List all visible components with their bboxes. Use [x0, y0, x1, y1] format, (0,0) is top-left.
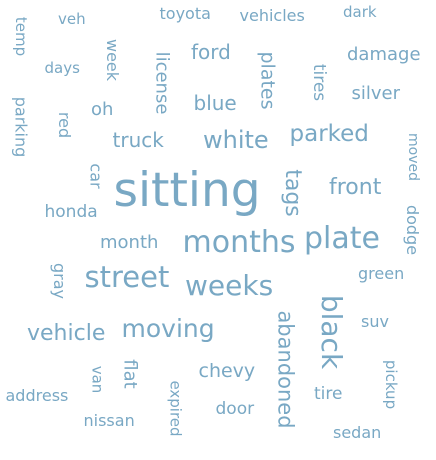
cloud-word-tires: tires — [308, 63, 329, 101]
cloud-word-parking: parking — [10, 96, 30, 158]
cloud-word-van: van — [88, 365, 107, 393]
cloud-word-honda: honda — [44, 201, 98, 222]
cloud-word-damage: damage — [347, 44, 421, 65]
cloud-word-veh: veh — [58, 9, 86, 28]
cloud-word-parked: parked — [289, 120, 369, 147]
cloud-word-month: month — [100, 232, 159, 253]
cloud-word-moved: moved — [405, 133, 421, 181]
cloud-word-expired: expired — [166, 379, 185, 437]
cloud-word-flat: flat — [119, 359, 141, 389]
cloud-word-sitting: sitting — [113, 162, 261, 218]
cloud-word-pickup: pickup — [381, 359, 400, 409]
cloud-word-truck: truck — [112, 128, 164, 152]
cloud-word-gray: gray — [50, 262, 70, 300]
cloud-word-weeks: weeks — [185, 269, 274, 302]
cloud-word-black: black — [315, 294, 349, 370]
cloud-word-white: white — [203, 126, 269, 154]
cloud-word-street: street — [84, 259, 170, 294]
cloud-word-temp: temp — [11, 16, 30, 56]
cloud-word-toyota: toyota — [159, 4, 211, 23]
cloud-word-nissan: nissan — [83, 411, 135, 430]
cloud-word-moving: moving — [121, 313, 215, 343]
cloud-word-door: door — [215, 398, 255, 419]
cloud-word-blue: blue — [193, 91, 237, 115]
cloud-word-abandoned: abandoned — [273, 309, 298, 429]
cloud-word-tags: tags — [279, 169, 305, 217]
cloud-word-green: green — [358, 264, 405, 283]
cloud-word-license: license — [150, 51, 172, 115]
cloud-word-plate: plate — [304, 221, 380, 256]
cloud-word-dodge: dodge — [403, 204, 423, 256]
cloud-word-vehicles: vehicles — [239, 6, 305, 25]
cloud-word-address: address — [5, 386, 69, 405]
cloud-word-week: week — [103, 38, 123, 82]
cloud-word-months: months — [182, 225, 296, 260]
cloud-word-days: days — [44, 58, 80, 77]
cloud-word-silver: silver — [351, 83, 401, 104]
cloud-word-car: car — [86, 163, 106, 189]
cloud-word-ford: ford — [191, 40, 231, 64]
cloud-word-suv: suv — [361, 312, 389, 331]
cloud-word-dark: dark — [343, 2, 377, 21]
cloud-word-tire: tire — [314, 383, 343, 404]
cloud-word-oh: oh — [91, 99, 114, 120]
cloud-word-chevy: chevy — [198, 359, 256, 382]
cloud-word-plates: plates — [256, 50, 279, 110]
cloud-word-red: red — [55, 111, 75, 139]
cloud-word-sedan: sedan — [333, 423, 382, 442]
cloud-word-vehicle: vehicle — [27, 321, 106, 346]
cloud-word-front: front — [329, 175, 382, 200]
